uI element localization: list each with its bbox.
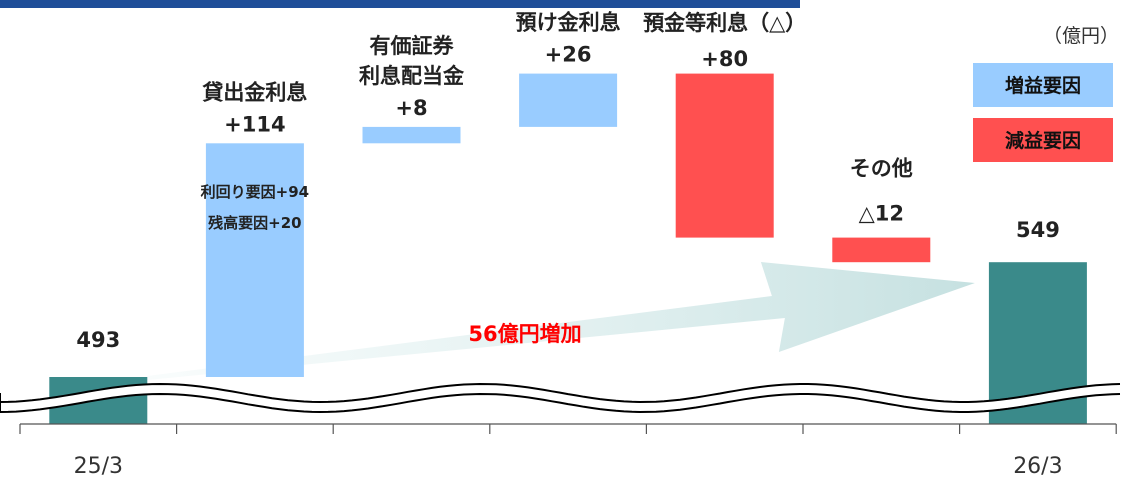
- step-2-name-label-2: 利息配当金: [359, 64, 465, 88]
- legend-label-1: 増益要因: [1005, 74, 1081, 97]
- step-2-value-label: +8: [395, 96, 427, 120]
- breakdown-note: 残高要因+20: [208, 214, 301, 232]
- legend-swatch-1: [973, 63, 1113, 107]
- growth-arrow: [147, 262, 975, 380]
- start-value-label: 493: [76, 328, 120, 352]
- axis-break-line-upper: [0, 382, 1121, 404]
- bar-step-2: [362, 126, 461, 144]
- legend-swatch-2: [973, 118, 1113, 162]
- bar-step-4: [675, 73, 774, 238]
- step-4-name-label: 預金等利息（△）: [643, 11, 806, 35]
- step-1-value-label: +114: [224, 112, 285, 136]
- step-5-value-label: △12: [859, 202, 904, 226]
- step-3-value-label: +26: [545, 43, 592, 67]
- bar-step-5: [832, 237, 931, 263]
- step-5-name-label: その他: [850, 157, 913, 181]
- growth-label: 56億円増加: [468, 322, 581, 346]
- bar-step-1: [205, 143, 304, 377]
- end-value-label: 549: [1016, 218, 1060, 242]
- step-2-name-label-1: 有価証券: [370, 34, 455, 58]
- step-3-name-label: 預け金利息: [516, 11, 621, 35]
- unit-label: （億円）: [1043, 25, 1119, 47]
- header-band: [0, 0, 800, 8]
- step-4-value-label: +80: [701, 47, 748, 71]
- bar-step-3: [519, 73, 618, 127]
- x-tick-label-end: 26/3: [1013, 454, 1062, 479]
- legend-label-2: 減益要因: [1005, 129, 1081, 152]
- axis-break-band: [0, 384, 1124, 412]
- x-tick-label-start: 25/3: [74, 454, 123, 479]
- axis-break-line-lower: [0, 392, 1121, 414]
- step-1-name-label: 貸出金利息: [201, 80, 307, 104]
- breakdown-note: 利回り要因+94: [201, 183, 309, 201]
